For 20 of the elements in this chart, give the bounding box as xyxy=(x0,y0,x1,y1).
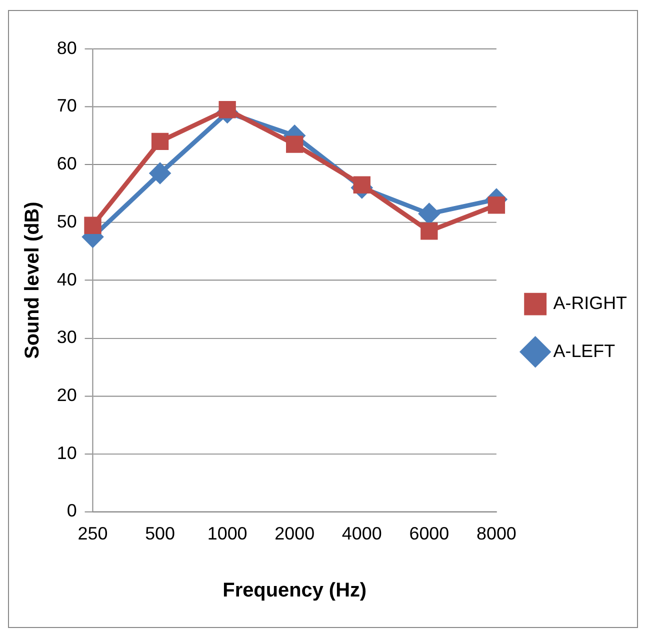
y-tick-label: 80 xyxy=(56,38,77,58)
x-tick-label: 250 xyxy=(78,523,108,544)
legend-label: A-RIGHT xyxy=(553,293,628,313)
x-tick-label: 1000 xyxy=(207,523,248,544)
x-tick-label: 2000 xyxy=(274,523,315,544)
x-tick-label: 500 xyxy=(145,523,176,544)
y-tick-label: 30 xyxy=(56,327,77,348)
x-tick-label: 6000 xyxy=(409,523,450,544)
x-tick-label: 8000 xyxy=(476,523,516,544)
x-tick-label: 4000 xyxy=(342,523,382,544)
y-tick-label: 0 xyxy=(66,500,77,521)
y-tick-label: 60 xyxy=(56,154,77,174)
y-tick-label: 20 xyxy=(56,385,77,405)
x-axis-title: Frequency (Hz) xyxy=(222,580,367,602)
y-axis-title: Sound level (dB) xyxy=(21,202,44,359)
y-tick-label: 50 xyxy=(56,211,77,232)
y-tick-label: 70 xyxy=(56,96,77,116)
legend-label: A-LEFT xyxy=(553,340,616,361)
y-tick-label: 10 xyxy=(56,442,77,463)
y-tick-label: 40 xyxy=(56,269,77,290)
